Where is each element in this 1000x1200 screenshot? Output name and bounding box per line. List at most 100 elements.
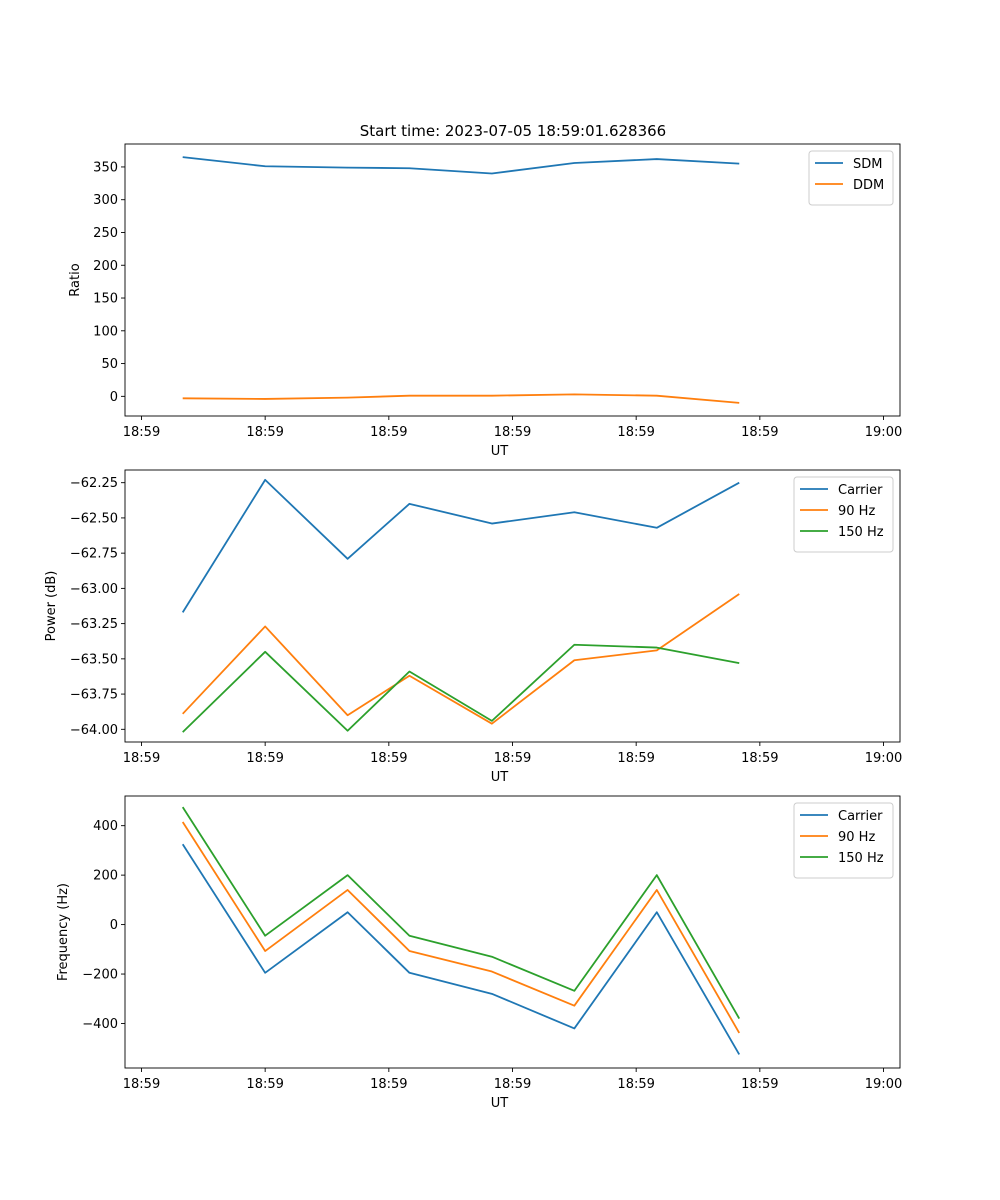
y-tick-label: 200 — [93, 869, 118, 884]
data-point — [738, 593, 740, 595]
legend-entry: Carrier — [838, 483, 883, 498]
data-point — [573, 1004, 575, 1006]
x-tick-label: 18:59 — [370, 425, 407, 440]
y-tick-label: −63.50 — [70, 652, 118, 667]
data-point — [573, 511, 575, 513]
data-point — [182, 731, 184, 733]
y-tick-label: −63.75 — [70, 688, 118, 703]
legend-entry: 90 Hz — [838, 504, 875, 519]
data-point — [491, 172, 493, 174]
chart-panel-2: 18:59 18:59 18:59 18:59 18:59 18:59 19:00 −64.0… — [44, 469, 902, 785]
legend-box — [793, 476, 894, 553]
x-tick-label: 19:00 — [865, 425, 902, 440]
y-axis-label: Power (dB) — [44, 571, 59, 642]
data-point — [491, 970, 493, 972]
series-line-90-hz — [182, 593, 740, 725]
data-point — [656, 394, 658, 396]
data-point — [656, 527, 658, 529]
data-point — [738, 162, 740, 164]
series-line-150-hz — [182, 643, 740, 733]
data-point — [656, 874, 658, 876]
legend: Carrier 90 Hz 150 Hz — [793, 802, 894, 879]
y-tick-label: 100 — [93, 324, 118, 339]
data-point — [182, 806, 184, 808]
x-axis-label: UT — [491, 444, 509, 459]
legend-box — [808, 150, 894, 206]
data-point — [656, 889, 658, 891]
y-tick-label: 300 — [93, 193, 118, 208]
x-tick-label: 18:59 — [494, 1077, 531, 1092]
y-axis-label: Frequency (Hz) — [56, 883, 71, 981]
data-point — [264, 398, 266, 400]
legend-entry: Carrier — [838, 809, 883, 824]
data-point — [408, 972, 410, 974]
x-tick-label: 18:59 — [123, 425, 160, 440]
data-point — [491, 722, 493, 724]
data-point — [346, 166, 348, 168]
data-point — [346, 730, 348, 732]
series-line-150-hz — [181, 806, 741, 1019]
data-point — [738, 481, 740, 483]
x-tick-label: 18:59 — [494, 425, 531, 440]
y-tick-label: 350 — [93, 160, 118, 175]
y-tick-label: 150 — [93, 292, 118, 307]
data-point — [264, 972, 266, 974]
data-point — [346, 889, 348, 891]
series-line-90-hz — [181, 821, 741, 1034]
legend-entry: 150 Hz — [838, 851, 884, 866]
data-point — [182, 821, 184, 823]
legend-entry: 90 Hz — [838, 830, 875, 845]
y-tick-label: 50 — [101, 357, 118, 372]
y-tick-label: −63.00 — [70, 582, 118, 597]
data-point — [573, 393, 575, 395]
data-point — [264, 950, 266, 952]
data-point — [346, 874, 348, 876]
y-tick-label: −62.50 — [70, 511, 118, 526]
data-point — [656, 158, 658, 160]
chart-panel-1: 18:59 18:59 18:59 18:59 18:59 18:59 19:00 0 50 10… — [68, 143, 902, 459]
y-tick-label: −63.25 — [70, 617, 118, 632]
x-tick-label: 18:59 — [370, 1077, 407, 1092]
data-point — [182, 713, 184, 715]
x-tick-label: 18:59 — [123, 751, 160, 766]
x-tick-label: 18:59 — [741, 1077, 778, 1092]
legend-entry: 150 Hz — [838, 525, 884, 540]
series-line-sdm — [182, 156, 740, 175]
series-line-carrier — [181, 843, 741, 1055]
legend-entry: DDM — [853, 178, 884, 193]
data-point — [346, 911, 348, 913]
data-point — [264, 625, 266, 627]
data-point — [408, 950, 410, 952]
data-point — [656, 911, 658, 913]
data-point — [182, 156, 184, 158]
data-point — [182, 611, 184, 613]
data-point — [491, 394, 493, 396]
data-point — [491, 720, 493, 722]
x-tick-label: 18:59 — [617, 1077, 654, 1092]
data-point — [738, 662, 740, 664]
data-point — [491, 522, 493, 524]
data-point — [408, 167, 410, 169]
x-tick-label: 18:59 — [246, 751, 283, 766]
data-point — [573, 990, 575, 992]
x-tick-label: 18:59 — [741, 751, 778, 766]
data-point — [408, 935, 410, 937]
chart-panel-3: 18:59 18:59 18:59 18:59 18:59 18:59 19:00 −400 −… — [56, 795, 902, 1111]
legend: Carrier 90 Hz 150 Hz — [793, 476, 894, 553]
data-point — [738, 402, 740, 404]
legend-entry: SDM — [853, 157, 882, 172]
data-point — [491, 956, 493, 958]
data-point — [346, 558, 348, 560]
legend-box — [793, 802, 894, 879]
data-point — [264, 479, 266, 481]
data-point — [573, 644, 575, 646]
x-axis-label: UT — [491, 770, 509, 785]
data-point — [408, 503, 410, 505]
y-tick-label: 0 — [110, 390, 118, 405]
y-tick-label: −64.00 — [70, 723, 118, 738]
y-axis-label: Ratio — [68, 263, 83, 296]
data-point — [573, 162, 575, 164]
x-tick-label: 18:59 — [246, 1077, 283, 1092]
x-tick-label: 18:59 — [741, 425, 778, 440]
